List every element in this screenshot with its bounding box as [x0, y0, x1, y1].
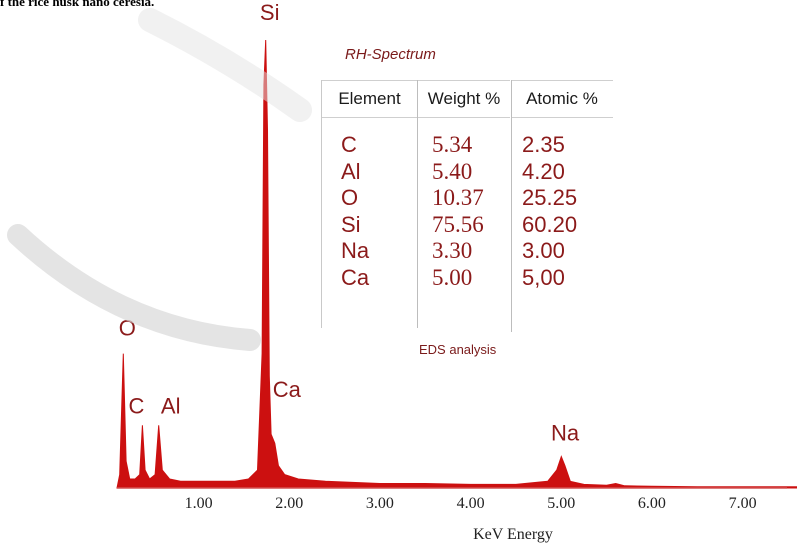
peak-label-na: Na: [551, 421, 580, 446]
atomic-cell: 4.20: [522, 158, 565, 184]
atomic-column: 2.35 4.20 25.25 60.20 3.00 5,00: [522, 132, 577, 291]
element-cell: Ca: [341, 264, 370, 290]
table-divider-2: [511, 80, 512, 332]
x-axis-label: KeV Energy: [473, 526, 553, 543]
element-cell: Si: [341, 211, 361, 237]
weight-cell: 5.34: [432, 132, 473, 157]
x-tick-label: 2.00: [275, 495, 303, 512]
weight-cell: 10.37: [432, 185, 484, 210]
element-cell: Na: [341, 238, 370, 263]
element-cell: Al: [341, 158, 361, 184]
atomic-cell: 5,00: [522, 264, 565, 290]
x-tick-label: 5.00: [547, 495, 575, 512]
x-tick-label: 1.00: [185, 495, 213, 512]
weight-cell: 5.00: [432, 264, 473, 290]
peak-label-o: O: [119, 316, 136, 341]
peak-label-al: Al: [161, 393, 181, 418]
table-header-weight: Weight %: [418, 80, 510, 118]
atomic-cell: 3.00: [522, 238, 565, 263]
weight-column: 5.34 5.40 10.37 75.56 3.30 5.00: [432, 132, 484, 291]
table-title: RH-Spectrum: [345, 46, 436, 63]
atomic-cell: 2.35: [522, 132, 565, 157]
element-cell: O: [341, 185, 359, 210]
table-header-atomic: Atomic %: [511, 80, 613, 118]
table-header-element: Element: [322, 80, 417, 118]
element-column: C Al O Si Na Ca: [341, 132, 369, 291]
peak-label-si: Si: [260, 0, 280, 25]
weight-cell: 3.30: [432, 238, 473, 263]
atomic-cell: 25.25: [522, 185, 578, 210]
peak-label-ca: Ca: [273, 377, 302, 402]
weight-cell: 5.40: [432, 158, 473, 184]
x-axis: 1.00 2.00 3.00 4.00 5.00 6.00 7.00: [117, 487, 787, 512]
x-tick-label: 7.00: [729, 495, 757, 512]
element-cell: C: [341, 132, 357, 157]
table-divider-1: [417, 80, 418, 328]
eds-analysis-label: EDS analysis: [419, 342, 497, 357]
atomic-cell: 60.20: [522, 211, 578, 237]
x-tick-label: 4.00: [457, 495, 485, 512]
peak-label-c: C: [128, 393, 144, 418]
element-table: [321, 80, 614, 328]
x-tick-label: 6.00: [638, 495, 666, 512]
x-tick-label: 3.00: [366, 495, 394, 512]
spectrum-line: [116, 39, 797, 489]
weight-cell: 75.56: [432, 211, 484, 237]
spectrum-layer: [116, 39, 797, 489]
figure-caption-fragment: f the rice husk nano ceresia.: [0, 0, 155, 9]
